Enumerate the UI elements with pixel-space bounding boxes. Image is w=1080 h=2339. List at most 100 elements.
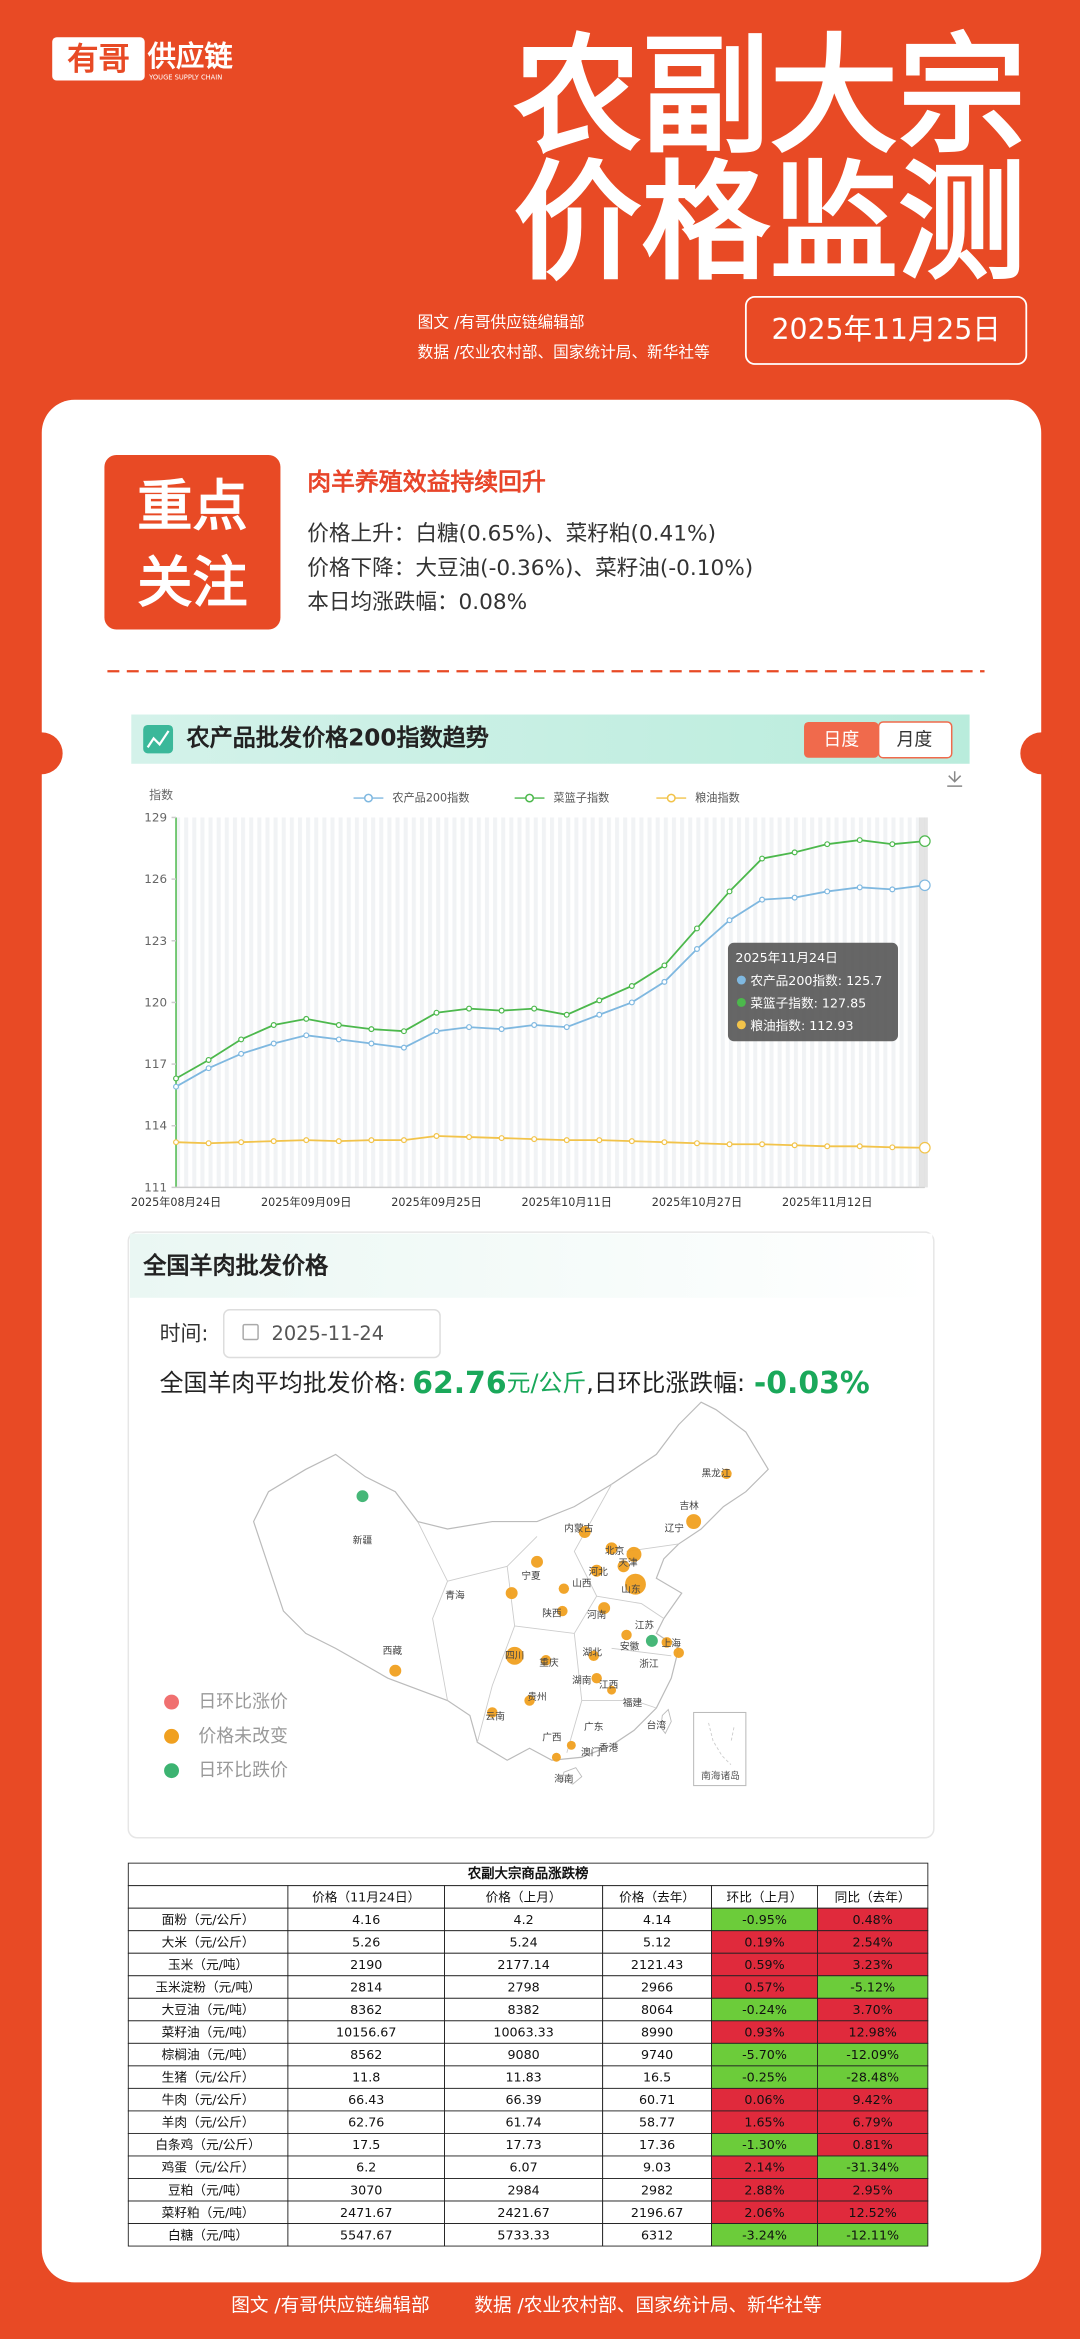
cell-text: 5547.67	[340, 2227, 392, 2242]
tab-label[interactable]: 日度	[823, 729, 859, 750]
cell-text: -0.24%	[742, 2002, 787, 2017]
date-input-value[interactable]: 2025-11-24	[271, 1322, 384, 1345]
legend-label: 价格未改变	[198, 1726, 288, 1747]
cell-text: 2190	[350, 1957, 382, 1972]
cell-text: -3.24%	[742, 2227, 787, 2242]
series-line	[175, 839, 925, 1080]
point	[303, 1032, 310, 1039]
region-dot	[645, 1634, 658, 1647]
point	[759, 1141, 766, 1148]
cell-text: 9080	[507, 2047, 539, 2062]
region-dot	[661, 1637, 673, 1648]
region-dot	[557, 1605, 568, 1617]
point	[661, 962, 668, 969]
cell-text: 0.81%	[853, 2137, 893, 2152]
cell-text: 羊肉（元/公斤）	[162, 2115, 255, 2130]
x-tick-label: 2025年10月11日	[522, 1195, 612, 1209]
cell-text: -0.95%	[742, 1912, 787, 1927]
tooltip-dot	[736, 997, 746, 1007]
region-label: 北京	[605, 1544, 625, 1557]
region-label: 新疆	[353, 1533, 373, 1546]
footer-credit: 数据 /农业农村部、国家统计局、新华社等	[474, 2296, 821, 2317]
tab-active[interactable]	[804, 721, 879, 758]
region-label: 山西	[572, 1578, 592, 1590]
region-dot	[578, 1526, 591, 1538]
cell-text: 2982	[641, 2182, 673, 2197]
map-header	[129, 1233, 933, 1298]
logo-box	[52, 37, 145, 81]
summary-label: 全国羊肉平均批发价格:	[160, 1369, 407, 1397]
x-tick-label: 2025年09月09日	[261, 1195, 351, 1209]
point	[205, 1056, 212, 1063]
legend-label: 日环比涨价	[198, 1692, 288, 1713]
point	[368, 1026, 375, 1033]
region-dot	[389, 1664, 402, 1677]
legend-marker	[363, 793, 373, 803]
cell-text: 17.73	[505, 2137, 541, 2152]
point	[238, 1036, 245, 1043]
point	[270, 1022, 277, 1029]
point	[335, 1022, 342, 1029]
point	[889, 1144, 896, 1151]
focus-line: 价格下降：大豆油(-0.36%)、菜籽油(-0.10%)	[307, 556, 753, 581]
region-label: 西藏	[383, 1645, 403, 1657]
region-dot	[505, 1646, 524, 1665]
focus-badge	[104, 454, 281, 630]
tooltip-series: 农产品200指数	[750, 973, 838, 988]
cell-text: 9.42%	[853, 2092, 893, 2107]
region-label: 香港	[599, 1742, 619, 1754]
point	[759, 896, 766, 903]
point	[824, 888, 831, 895]
cell-text: 66.43	[348, 2092, 384, 2107]
cell-text: 豆粕（元/吨）	[168, 2182, 248, 2197]
tab[interactable]	[877, 721, 953, 759]
cell-text: 0.57%	[744, 1980, 784, 1995]
cell-text: 生猪（元/公斤）	[162, 2070, 255, 2085]
logo: 有哥	[67, 42, 130, 78]
taiwan	[660, 1708, 672, 1735]
tooltip-value: 125.7	[846, 973, 882, 988]
cell-text: 11.83	[505, 2070, 541, 2085]
calendar-icon	[242, 1323, 259, 1341]
download-icon[interactable]	[947, 771, 963, 787]
logo-name: 供应链	[147, 40, 234, 73]
cell-text: 菜籽粕（元/吨）	[162, 2205, 255, 2220]
point	[466, 1134, 473, 1141]
cell-text: 白条鸡（元/公斤）	[155, 2137, 261, 2152]
tooltip-value: 112.93	[809, 1017, 853, 1032]
tooltip-dot	[736, 1020, 746, 1030]
tab-label[interactable]: 月度	[897, 729, 933, 750]
cell-text: 2814	[350, 1980, 382, 1995]
cell-text: -12.11%	[846, 2227, 899, 2242]
point	[919, 879, 931, 892]
date-input[interactable]	[223, 1308, 441, 1359]
x-tick-label: 2025年08月24日	[131, 1195, 221, 1209]
tooltip-sep: :	[838, 973, 846, 988]
legend-label: 粮油指数	[695, 791, 740, 805]
y-tick-label: 126	[144, 872, 167, 886]
point	[498, 1026, 505, 1033]
cell-text: 0.19%	[744, 1934, 784, 1949]
point	[400, 1044, 407, 1051]
change: -0.03%	[754, 1365, 870, 1400]
cell-text: 大米（元/公斤）	[162, 1934, 255, 1949]
cell-text: 0.93%	[744, 2025, 784, 2040]
tooltip-date: 2025年11月24日	[735, 950, 837, 965]
point	[368, 1040, 375, 1047]
point	[824, 1143, 831, 1150]
legend-marker	[164, 1728, 180, 1744]
region-label: 海南	[554, 1772, 574, 1785]
cell-text: 2421.67	[497, 2205, 549, 2220]
region-dot	[721, 1468, 732, 1480]
region-label: 广东	[584, 1720, 604, 1733]
point	[693, 925, 700, 932]
point	[919, 1141, 931, 1154]
header-text: 同比（去年）	[835, 1889, 911, 1904]
point	[368, 1137, 375, 1144]
time-label: 时间:	[160, 1322, 209, 1346]
legend-label: 日环比跌价	[198, 1760, 288, 1781]
point	[856, 837, 863, 844]
y-tick-label: 129	[144, 810, 167, 824]
cell-text: 5.12	[643, 1934, 671, 1949]
point	[889, 841, 896, 848]
